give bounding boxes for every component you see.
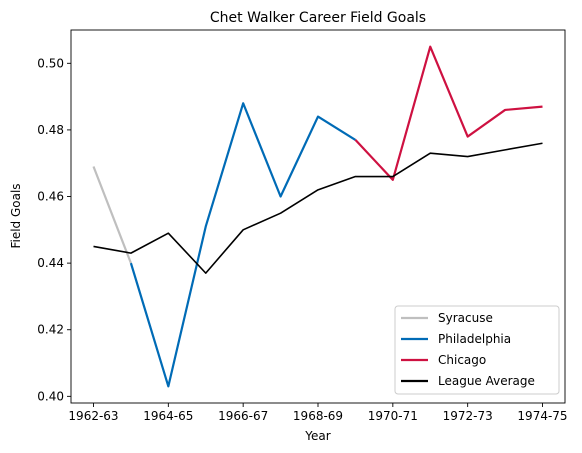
chart-title: Chet Walker Career Field Goals	[210, 10, 426, 26]
x-tick-label: 1970-71	[368, 409, 418, 423]
series-layer	[92, 45, 543, 388]
legend-label-1: Philadelphia	[438, 332, 511, 346]
y-tick-label: 0.40	[37, 389, 64, 403]
legend-label-0: Syracuse	[438, 311, 493, 325]
x-axis-title: Year	[304, 429, 330, 443]
series-line-1	[129, 102, 357, 388]
y-axis-title: Field Goals	[9, 183, 23, 248]
y-tick-label: 0.48	[37, 123, 64, 137]
x-tick-label: 1974-75	[517, 409, 567, 423]
legend-label-2: Chicago	[438, 353, 486, 367]
axes-layer: 1962-63 1964-65 1966-67 1968-69 1970-71 1972-…	[37, 29, 568, 423]
x-tick-label: 1962-63	[68, 409, 118, 423]
legend: Syracuse Philadelphia Chicago League Averag…	[394, 305, 560, 395]
series-line-3	[93, 142, 543, 274]
series-line-2	[354, 45, 543, 181]
y-tick-label: 0.44	[37, 256, 64, 270]
y-tick-label: 0.50	[37, 56, 64, 70]
x-tick-label: 1966-67	[218, 409, 268, 423]
x-tick-label: 1968-69	[293, 409, 343, 423]
series-line-0	[92, 166, 132, 264]
legend-label-3: League Average	[438, 374, 535, 388]
legend-box	[394, 305, 560, 395]
y-tick-label: 0.42	[37, 323, 64, 337]
x-tick-label: 1964-65	[143, 409, 193, 423]
x-tick-label: 1972-73	[443, 409, 493, 423]
y-tick-label: 0.46	[37, 190, 64, 204]
